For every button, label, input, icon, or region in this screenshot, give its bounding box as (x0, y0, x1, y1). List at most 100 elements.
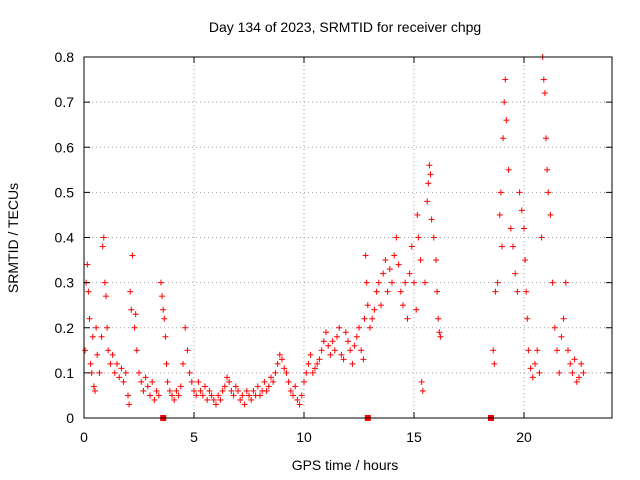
data-point (237, 396, 244, 403)
data-point (98, 333, 105, 340)
data-point (103, 293, 109, 300)
data-point (391, 252, 398, 259)
data-point (158, 279, 164, 286)
data-point (221, 383, 228, 390)
data-point (414, 211, 421, 218)
data-point (120, 378, 127, 385)
data-point (505, 166, 512, 173)
data-point (351, 342, 358, 349)
data-point (136, 369, 142, 376)
data-point (126, 401, 133, 408)
data-point (549, 279, 556, 286)
data-point (576, 374, 582, 381)
data-point (173, 387, 180, 394)
data-point (138, 378, 145, 385)
y-tick-label: 0.2 (55, 320, 75, 336)
data-point (349, 360, 356, 367)
x-tick-label: 15 (406, 429, 422, 445)
data-point (514, 288, 521, 295)
data-point (500, 135, 507, 142)
data-point (367, 324, 373, 331)
y-axis-label: SRMTID / TECUs (5, 183, 21, 293)
data-point (494, 279, 501, 286)
data-point (171, 396, 178, 403)
data-point (140, 387, 147, 394)
data-point (307, 351, 314, 358)
data-point (94, 351, 101, 358)
data-point (213, 401, 219, 408)
data-point (569, 369, 576, 376)
data-point (217, 396, 224, 403)
data-point (329, 338, 336, 345)
data-point (195, 378, 202, 385)
data-point (411, 279, 417, 286)
data-point (573, 378, 580, 385)
data-point (210, 396, 217, 403)
data-point (254, 383, 261, 390)
data-point (101, 279, 108, 286)
data-point (133, 347, 140, 354)
data-point (281, 365, 288, 372)
data-point (323, 329, 329, 336)
data-point (501, 99, 508, 106)
data-point (492, 288, 499, 295)
data-point (250, 387, 257, 394)
data-point (369, 315, 376, 322)
data-point (551, 324, 558, 331)
data-point (276, 351, 283, 358)
data-point (560, 315, 567, 322)
data-point (395, 261, 402, 268)
data-point (219, 387, 226, 394)
data-point (338, 351, 345, 358)
data-point (436, 329, 443, 336)
data-point (166, 387, 173, 394)
data-point (522, 257, 529, 264)
data-point (92, 387, 98, 394)
data-point (507, 225, 514, 232)
data-point (85, 288, 92, 295)
data-point (340, 356, 347, 363)
y-tick-label: 0.6 (55, 139, 75, 155)
data-point (215, 392, 222, 399)
data-point (362, 252, 369, 259)
data-point (301, 378, 307, 385)
data-point (525, 347, 532, 354)
data-point (204, 396, 211, 403)
data-point (386, 266, 393, 273)
data-points (82, 54, 587, 408)
data-point (556, 369, 563, 376)
data-point (144, 383, 151, 390)
data-point (287, 387, 294, 394)
data-point (160, 306, 167, 313)
data-point (274, 360, 281, 367)
data-point (125, 392, 131, 399)
data-point (547, 211, 554, 218)
data-point (364, 302, 371, 309)
data-point (318, 347, 325, 354)
y-tick-label: 0.7 (55, 94, 75, 110)
data-point (257, 392, 263, 399)
data-point (303, 369, 310, 376)
gridlines (84, 57, 612, 418)
data-point (116, 374, 123, 381)
data-point (499, 243, 505, 250)
data-point (314, 360, 321, 367)
data-point (180, 360, 186, 367)
data-point (503, 117, 510, 124)
data-point (424, 198, 431, 205)
data-point (263, 387, 270, 394)
data-point (265, 383, 272, 390)
data-point (228, 387, 235, 394)
data-point (353, 333, 360, 340)
data-point (296, 401, 303, 408)
data-point (155, 392, 162, 399)
data-point (543, 135, 549, 142)
x-tick-label: 0 (80, 429, 88, 445)
data-point (400, 302, 406, 309)
x-tick-label: 10 (296, 429, 312, 445)
data-point (163, 360, 170, 367)
data-point (532, 360, 538, 367)
data-point (208, 392, 215, 399)
data-point (434, 288, 441, 295)
data-point (294, 396, 301, 403)
